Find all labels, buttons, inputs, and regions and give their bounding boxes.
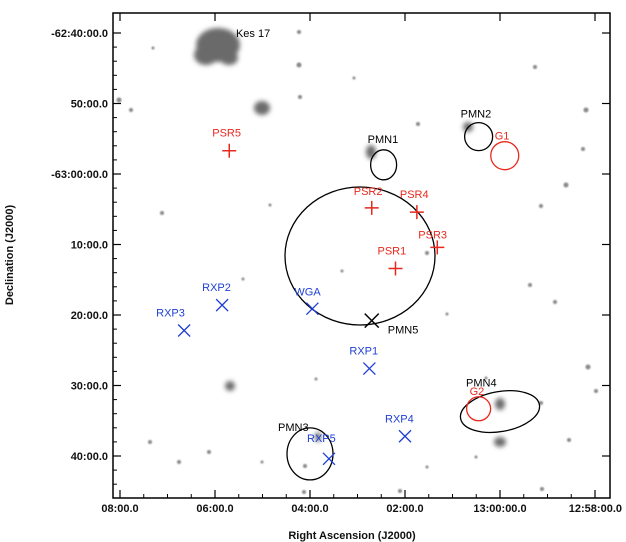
plot-frame: [112, 12, 611, 499]
rxp-label: RXP3: [156, 308, 185, 320]
pmn-source-pmn4: [459, 390, 541, 434]
rxp-marker-rxp3: [177, 324, 191, 337]
pmn-source-pmn3: [286, 427, 334, 481]
radio-image: [116, 28, 598, 494]
y-tick-label: 20:00.0: [71, 310, 108, 322]
x-tick-label: 12:58:00.0: [569, 503, 622, 515]
psr-label: PSR3: [418, 229, 447, 241]
rxp-label: RXP2: [202, 282, 231, 294]
g-label: G1: [495, 131, 510, 143]
pmn-label: PMN2: [461, 109, 492, 121]
y-tick-label: -62:40:00.0: [51, 28, 108, 40]
x-tick-label: 06:00.0: [196, 503, 233, 515]
rxp-marker-rxp2: [215, 298, 229, 312]
x-axis-title: Right Ascension (J2000): [288, 530, 416, 542]
psr-marker-psr3: [430, 240, 445, 255]
rxp-marker-rxp5: [322, 452, 336, 466]
psr-label: PSR5: [212, 128, 241, 140]
g-source-g1: [490, 141, 520, 171]
rxp-label: RXP1: [349, 346, 378, 358]
psr-label: PSR1: [378, 245, 407, 257]
x-tick-label: 04:00.0: [291, 503, 328, 515]
g-label: G2: [470, 386, 485, 398]
pmn-label: PMN4: [466, 378, 497, 390]
rxp-label: RXP4: [385, 413, 414, 425]
rxp-marker-rxp1: [362, 362, 376, 376]
psr-marker-psr5: [222, 143, 237, 158]
x-tick-label: 02:00.0: [386, 503, 423, 515]
psr-marker-psr2: [364, 200, 379, 215]
g-source-g2: [465, 396, 492, 422]
pmn-source-pmn1: [369, 149, 398, 181]
extended-source-label: Kes 17: [236, 28, 270, 40]
psr-label: PSR4: [400, 189, 429, 201]
y-tick-label: 30:00.0: [71, 381, 108, 393]
pmn-ellipse: [286, 427, 334, 481]
pmn-source-pmn2: [463, 121, 494, 152]
psr-marker-psr1: [388, 261, 403, 276]
pmn-ellipse: [369, 149, 398, 181]
pmn-label: PMN1: [368, 134, 399, 146]
pmn-source-pmn5: [364, 313, 380, 329]
x-tick-label: 08:00.0: [101, 503, 138, 515]
y-tick-label: 10:00.0: [71, 240, 108, 252]
rxp-label: RXP5: [307, 433, 336, 445]
y-axis-title: Declination (J2000): [4, 205, 16, 306]
psr-marker-psr4: [409, 205, 424, 220]
wga-label: WGA: [294, 287, 321, 299]
pmn-ellipse: [459, 390, 541, 434]
rxp-marker-rxp4: [398, 429, 412, 443]
y-tick-label: 50:00.0: [71, 99, 108, 111]
wga-marker: [305, 302, 319, 316]
y-tick-label: 40:00.0: [71, 451, 108, 463]
pmn-ellipse: [463, 121, 494, 152]
psr-error-ellipse: [284, 186, 436, 326]
psr-label: PSR2: [354, 186, 383, 198]
y-tick-label: -63:00:00.0: [51, 169, 108, 181]
pmn-label: PMN5: [388, 325, 419, 337]
x-tick-label: 13:00:00.0: [473, 503, 526, 515]
pmn-label: PMN3: [278, 422, 309, 434]
pmn-cross-marker: [364, 313, 380, 329]
